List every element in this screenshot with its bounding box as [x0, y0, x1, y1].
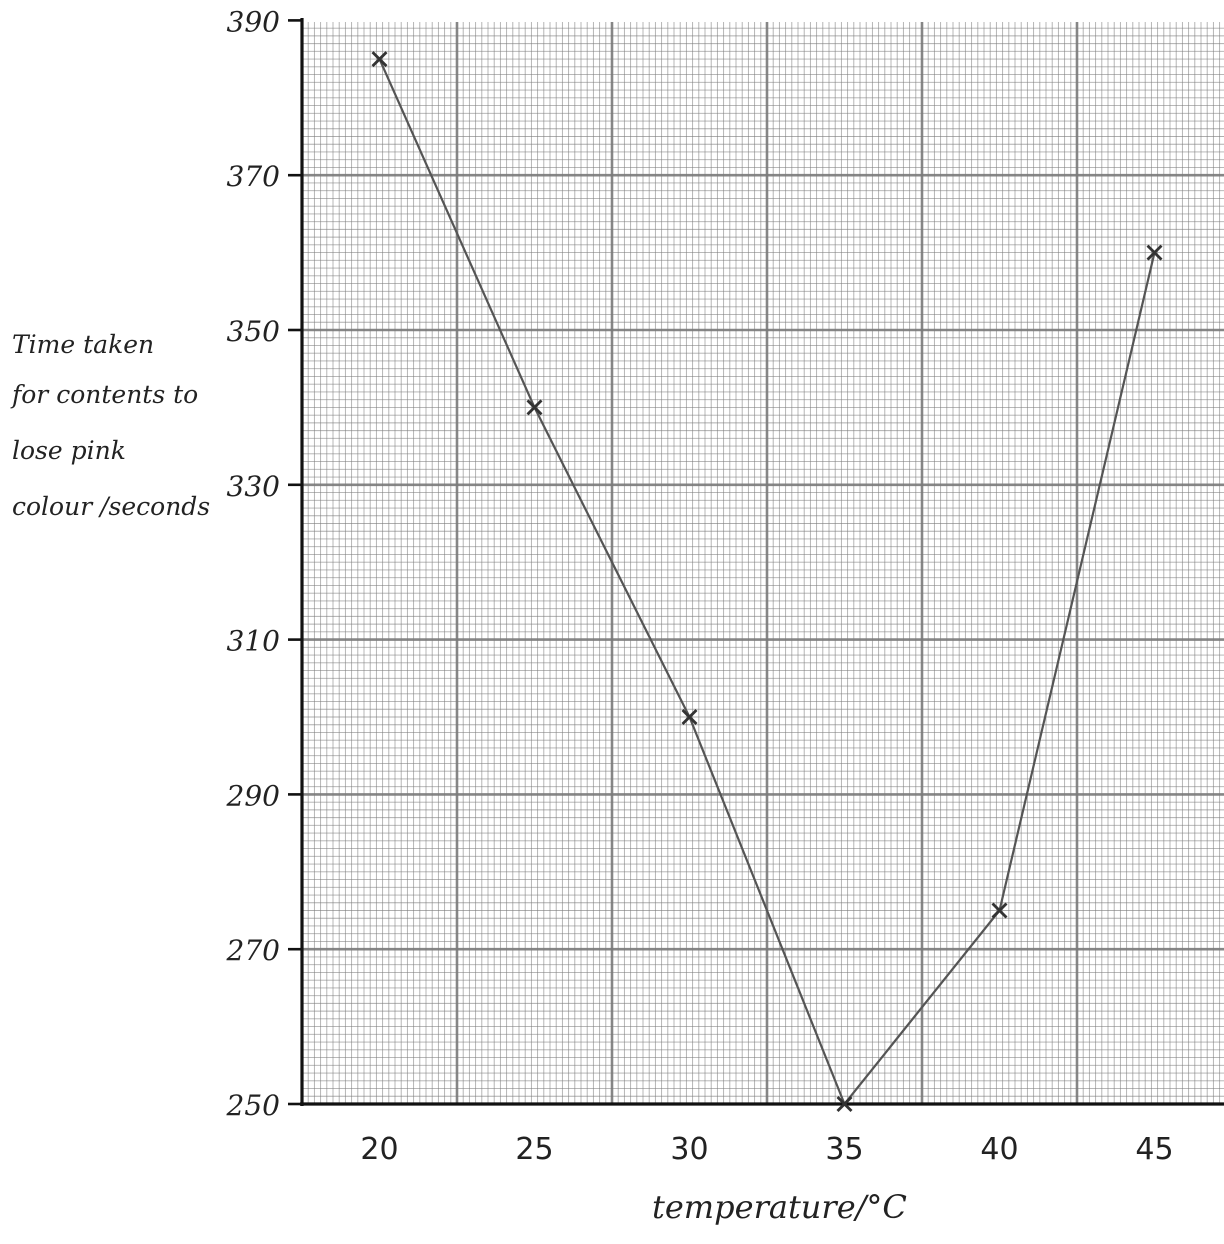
y-tick-label: 390 [227, 5, 280, 38]
series-line [378, 58, 1156, 1107]
x-tick-label: 25 [515, 1132, 553, 1167]
x-axis-label: temperature/°C [652, 1188, 907, 1226]
y-tick-label: 350 [227, 315, 280, 348]
data-point-marker [991, 902, 1008, 919]
y-tick-label: 370 [227, 160, 280, 193]
y-axis-label-line-2: for contents to [12, 380, 199, 409]
y-tick-label: 250 [226, 1089, 280, 1122]
x-tick-label: 35 [825, 1132, 863, 1167]
axes [300, 18, 1224, 1106]
data-point-marker [681, 709, 698, 725]
y-axis-label-line-3: lose pink [12, 436, 126, 465]
y-axis-label-line-4: colour /seconds [12, 492, 211, 521]
data-point-marker [1146, 244, 1163, 261]
tick-labels: 390 370 350 330 310 290 270 250 20 25 30 35 40 45 [226, 5, 1174, 1167]
y-axis-label-line-1: Time taken [12, 330, 155, 359]
x-tick-label: 45 [1135, 1132, 1173, 1167]
data-point-marker [371, 51, 388, 68]
data-point-marker [526, 399, 543, 416]
y-tick-label: 290 [226, 779, 280, 812]
y-tick-label: 310 [227, 625, 280, 658]
x-tick-label: 20 [360, 1132, 398, 1167]
y-tick-label: 270 [226, 934, 280, 967]
data-point-marker [836, 1096, 853, 1112]
x-tick-label: 40 [980, 1132, 1018, 1167]
graph-paper-grid [300, 22, 1224, 1106]
data-series [371, 51, 1163, 1112]
x-tick-label: 30 [670, 1132, 708, 1167]
y-tick-label: 330 [227, 470, 280, 503]
